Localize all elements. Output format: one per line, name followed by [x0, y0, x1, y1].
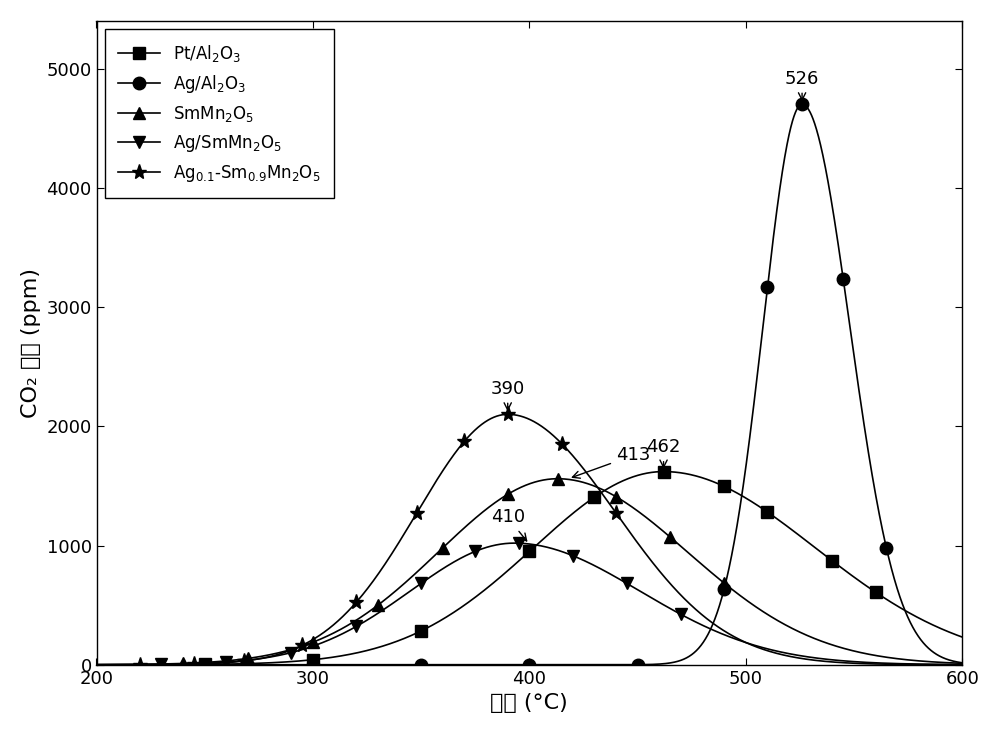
Legend: Pt/Al$_2$O$_3$, Ag/Al$_2$O$_3$, SmMn$_2$O$_5$, Ag/SmMn$_2$O$_5$, Ag$_{0.1}$-Sm$_: Pt/Al$_2$O$_3$, Ag/Al$_2$O$_3$, SmMn$_2$… — [105, 29, 334, 197]
Text: 390: 390 — [491, 379, 525, 410]
Text: 526: 526 — [785, 70, 819, 100]
Text: 462: 462 — [646, 438, 681, 468]
Y-axis label: CO₂ 浓度 (ppm): CO₂ 浓度 (ppm) — [21, 268, 41, 418]
Text: 410: 410 — [491, 509, 527, 541]
Text: 413: 413 — [572, 446, 650, 479]
X-axis label: 温度 (°C): 温度 (°C) — [490, 693, 568, 713]
